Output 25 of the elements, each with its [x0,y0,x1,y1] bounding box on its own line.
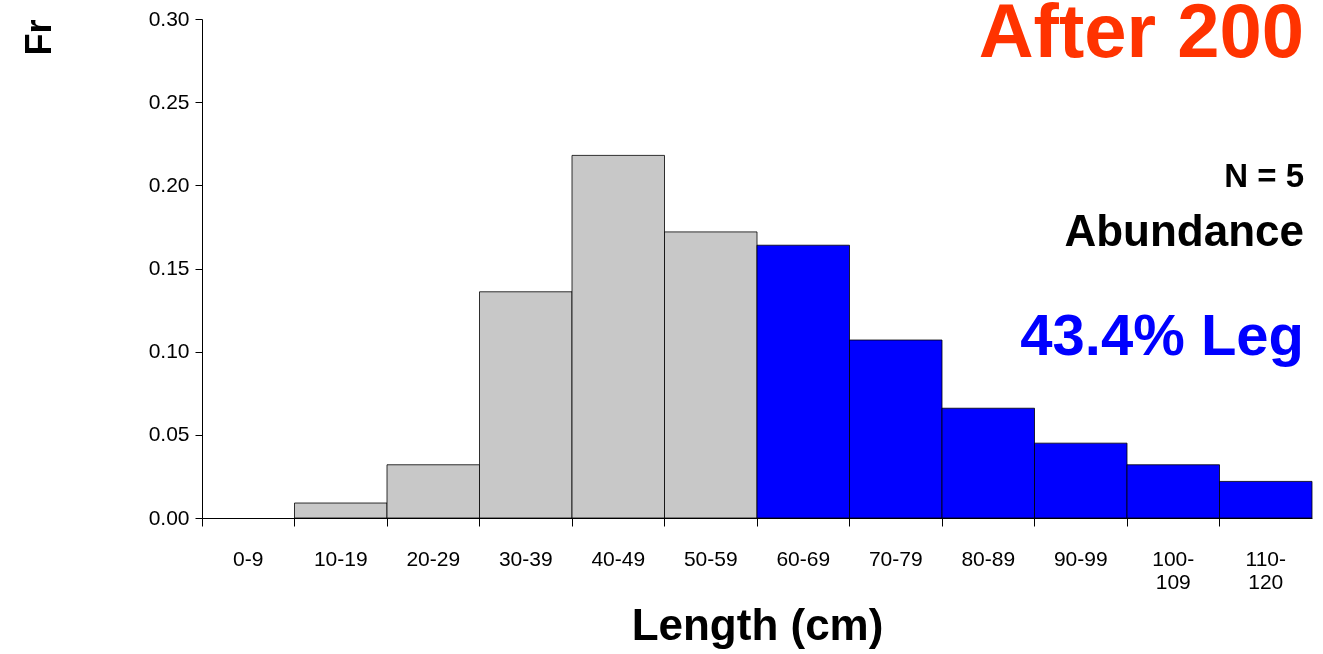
y-axis-title: Fr [17,19,59,56]
y-tick-label: 0.25 [148,89,190,113]
y-tick-label: 0.30 [148,6,190,30]
x-tick-label: 40-49 [591,546,646,570]
x-tick-label: 110-120 [1245,546,1286,593]
x-tick-label: 90-99 [1053,546,1108,570]
x-tick-label: 0-9 [233,546,264,570]
y-tick-label: 0.15 [148,256,190,279]
x-tick-label: 10-19 [313,546,368,570]
x-tick-label: 70-79 [868,546,923,570]
annotation: 43.4% Leg [1020,302,1304,367]
x-tick-label: 50-59 [683,546,738,570]
annotation: N = 5 [1224,157,1304,194]
y-tick-label: 0.20 [148,172,190,196]
x-tick-label: 30-39 [498,546,553,570]
y-tick-label: 0.05 [148,422,190,446]
y-tick-label: 0.00 [148,505,190,529]
chart-title: After 200 [978,0,1304,73]
x-axis-title: Length (cm) [631,599,884,649]
x-tick-label: 60-69 [776,546,831,570]
annotation: Abundance [1064,206,1304,255]
x-tick-label: 100-109 [1152,546,1195,593]
y-tick-label: 0.10 [148,339,190,363]
x-tick-label: 80-89 [961,546,1016,570]
x-tick-label: 20-29 [406,546,461,570]
